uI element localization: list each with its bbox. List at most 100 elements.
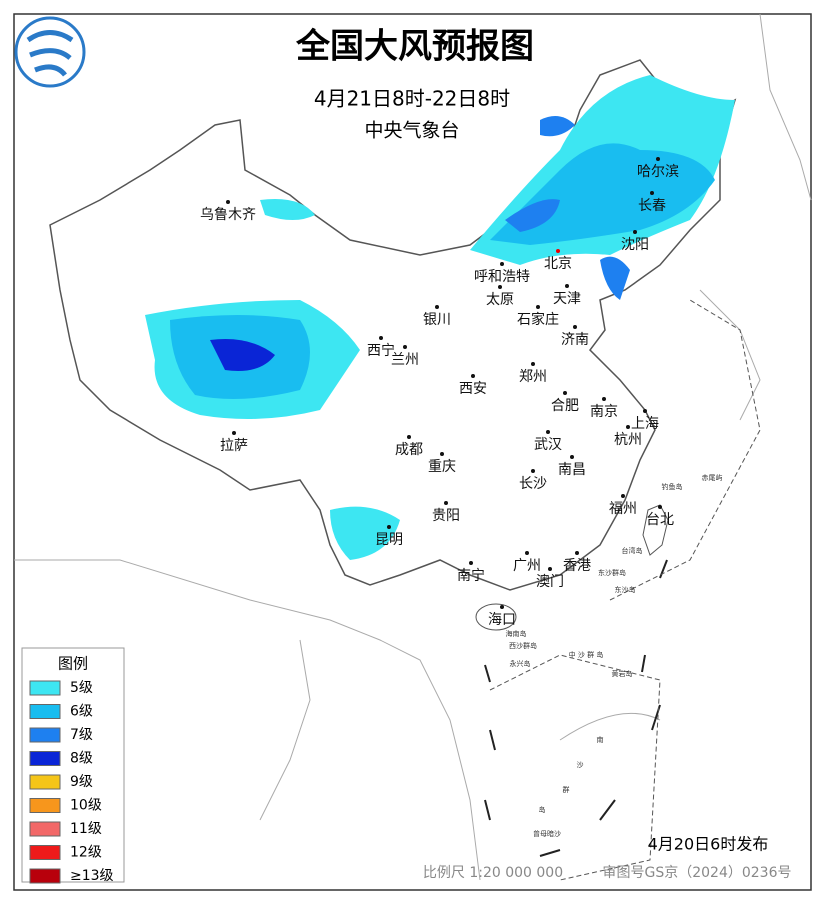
city-label: 香港	[563, 558, 591, 574]
city-label: 呼和浩特	[474, 269, 530, 285]
city-label: 南宁	[457, 567, 485, 584]
city-label: 银川	[423, 312, 451, 328]
island-label: 中 沙 群 岛	[569, 650, 604, 659]
city-label: 澳门	[536, 574, 564, 590]
city-label: 西安	[459, 381, 487, 397]
city-dot	[531, 469, 535, 473]
city-dot	[471, 374, 475, 378]
city-dot	[440, 452, 444, 456]
city-label: 沈阳	[621, 237, 649, 253]
city-dot	[575, 551, 579, 555]
wind-area	[600, 256, 630, 300]
title: 全国大风预报图	[295, 27, 534, 67]
legend-swatch	[29, 751, 61, 766]
city-label: 济南	[561, 332, 589, 348]
legend-swatch	[29, 680, 61, 696]
city-label: 福州	[609, 501, 637, 517]
island-label: 海南岛	[506, 629, 527, 638]
island-label: 岛	[539, 805, 546, 814]
issued: 4月20日6时发布	[648, 835, 769, 854]
city-dot	[407, 435, 411, 439]
scale: 比例尺 1:20 000 000	[423, 865, 563, 881]
city-dot	[626, 425, 630, 429]
city-dot	[379, 336, 383, 340]
city-dot	[500, 605, 504, 609]
approval: 审图号GS京（2024）0236号	[603, 865, 792, 881]
wind-area	[210, 339, 275, 371]
legend-label: 9级	[70, 774, 93, 790]
legend-swatch	[29, 727, 61, 743]
city-label: 南京	[590, 404, 618, 420]
legend-label: 6级	[70, 704, 93, 720]
city-dot	[546, 430, 550, 434]
island-label: 东沙群岛	[598, 568, 626, 577]
city-dot	[387, 525, 391, 529]
city-label: 杭州	[614, 432, 642, 448]
wind-area	[330, 506, 400, 560]
legend-swatch	[29, 798, 61, 813]
city-label: 拉萨	[220, 438, 248, 454]
city-label: 西宁	[367, 342, 395, 359]
wind-area	[540, 116, 575, 137]
legend-swatch	[29, 821, 61, 837]
city-dot	[531, 362, 535, 366]
legend-swatch	[29, 845, 61, 860]
legend-title: 图例	[58, 655, 88, 673]
city-label: 哈尔滨	[637, 164, 679, 180]
city-dot	[643, 409, 647, 413]
city-label: 重庆	[428, 459, 456, 475]
legend-label: 5级	[70, 680, 93, 696]
city-dot	[658, 505, 662, 509]
city-dot	[621, 494, 625, 498]
city-label: 长春	[638, 198, 666, 214]
city-label: 石家庄	[517, 311, 559, 328]
city-dot	[633, 230, 637, 234]
city-label: 武汉	[534, 437, 562, 453]
wind-areas	[145, 75, 735, 560]
legend-label: 10级	[70, 798, 102, 814]
city-dot	[444, 501, 448, 505]
city-dot	[498, 285, 502, 289]
period: 4月21日8时-22日8时	[314, 87, 510, 111]
city-label: 成都	[395, 442, 423, 458]
island-label: 南	[597, 735, 604, 744]
city-label: 天津	[553, 291, 581, 307]
legend-label: 7级	[70, 727, 93, 743]
island-label: 黄岩岛	[612, 669, 633, 678]
neighbour-borders	[14, 13, 812, 881]
legend-label: 11级	[70, 821, 102, 837]
city-label: 广州	[513, 558, 541, 574]
logo	[14, 16, 86, 88]
legend-swatch	[29, 868, 61, 884]
sea-boundaries	[489, 299, 761, 881]
city-dot	[570, 455, 574, 459]
legend-label: 8级	[70, 751, 93, 767]
city-dot	[650, 191, 654, 195]
city-dot	[232, 431, 236, 435]
island-label: 曾母暗沙	[533, 829, 561, 838]
city-dot	[565, 284, 569, 288]
city-dot	[602, 397, 606, 401]
island-label: 永兴岛	[510, 659, 531, 668]
city-dot	[656, 157, 660, 161]
city-label: 兰州	[391, 352, 419, 368]
city-label: 昆明	[375, 532, 403, 548]
city-label: 上海	[631, 416, 659, 432]
agency: 中央气象台	[364, 120, 459, 142]
island-label: 东沙岛	[615, 585, 636, 594]
hainan-outline	[475, 603, 517, 631]
city-dot	[525, 551, 529, 555]
city-label: 贵阳	[432, 508, 460, 524]
city-dot	[548, 567, 552, 571]
island-label: 群	[563, 785, 570, 794]
wind-area	[260, 199, 315, 220]
legend-swatch	[29, 704, 61, 719]
city-label: 南昌	[558, 462, 586, 478]
city-dot	[403, 345, 407, 349]
legend-label: ≥13级	[70, 868, 114, 884]
legend-label: 12级	[70, 845, 102, 861]
city-label: 乌鲁木齐	[200, 207, 256, 223]
city-label: 北京	[544, 256, 572, 272]
city-dot	[435, 305, 439, 309]
